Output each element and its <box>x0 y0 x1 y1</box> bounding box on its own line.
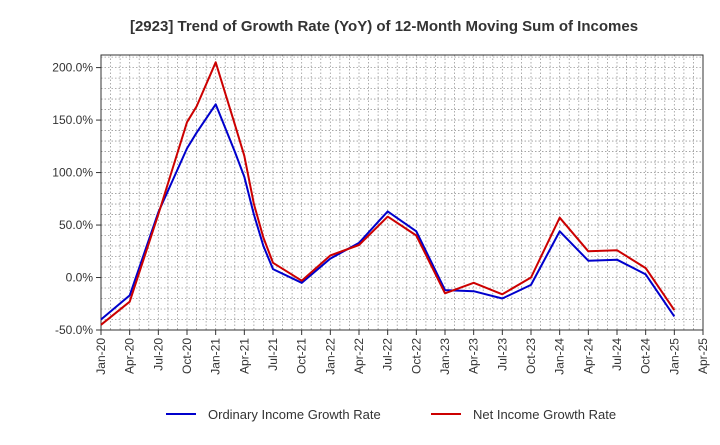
x-tick-label: Jan-21 <box>209 338 223 375</box>
y-tick-label: 100.0% <box>52 166 93 180</box>
legend-label: Ordinary Income Growth Rate <box>208 407 381 422</box>
x-tick-label: Jan-24 <box>553 338 567 375</box>
x-tick-label: Oct-22 <box>409 338 423 374</box>
x-tick-label: Apr-24 <box>581 338 595 374</box>
x-tick-label: Jul-21 <box>266 338 280 371</box>
y-tick-label: 50.0% <box>59 218 93 232</box>
y-tick-label: -50.0% <box>55 323 93 337</box>
x-tick-label: Jan-23 <box>438 338 452 375</box>
plot-frame <box>100 54 704 331</box>
y-tick-label: 0.0% <box>66 271 94 285</box>
x-tick-label: Jul-20 <box>151 338 165 371</box>
x-tick-label: Oct-21 <box>295 338 309 374</box>
grid <box>101 55 703 330</box>
x-tick-label: Apr-20 <box>123 338 137 374</box>
x-tick-label: Jul-24 <box>610 338 624 371</box>
x-tick-label: Apr-21 <box>237 338 251 374</box>
x-tick-label: Apr-22 <box>352 338 366 374</box>
x-axis: Jan-20 Apr-20 Jul-20 Oct-20 Jan-21 Apr-21 Jul-… <box>94 330 710 375</box>
series-line-net-income <box>100 61 676 326</box>
x-tick-label: Jan-20 <box>94 338 108 375</box>
x-tick-label: Apr-23 <box>467 338 481 374</box>
x-tick-label: Oct-24 <box>639 338 653 374</box>
y-tick-label: 150.0% <box>52 113 93 127</box>
y-tick-label: 200.0% <box>52 61 93 75</box>
x-tick-label: Apr-25 <box>696 338 710 374</box>
series-line-ordinary-income <box>100 103 676 321</box>
x-tick-label: Jul-23 <box>495 338 509 371</box>
chart-title: [2923] Trend of Growth Rate (YoY) of 12-… <box>130 18 638 35</box>
legend: Ordinary Income Growth Rate Net Income Gr… <box>166 407 616 422</box>
x-tick-label: Jul-22 <box>381 338 395 371</box>
series-layer <box>100 61 676 326</box>
legend-label: Net Income Growth Rate <box>473 407 616 422</box>
y-axis: -50.0% 0.0% 50.0% 100.0% 150.0% 200.0% <box>52 61 101 337</box>
x-tick-label: Oct-20 <box>180 338 194 374</box>
x-tick-label: Oct-23 <box>524 338 538 374</box>
x-tick-label: Jan-22 <box>323 338 337 375</box>
x-tick-label: Jan-25 <box>667 338 681 375</box>
